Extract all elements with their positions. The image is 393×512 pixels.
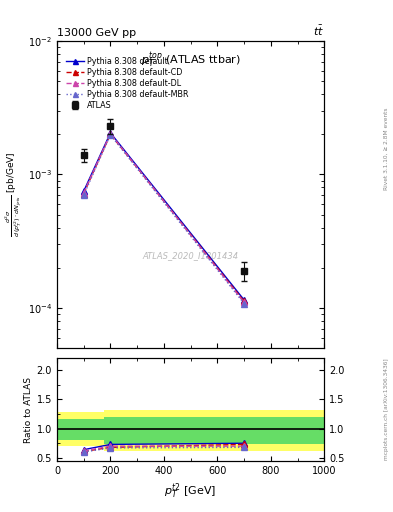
Pythia 8.308 default-MBR <box>81 192 86 198</box>
Text: $p_T^{top}$ (ATLAS ttbar): $p_T^{top}$ (ATLAS ttbar) <box>141 50 241 70</box>
Pythia 8.308 default <box>242 297 246 303</box>
Text: mcplots.cern.ch [arXiv:1306.3436]: mcplots.cern.ch [arXiv:1306.3436] <box>384 359 389 460</box>
Text: 13000 GeV pp: 13000 GeV pp <box>57 28 136 38</box>
Text: ATLAS_2020_I1801434: ATLAS_2020_I1801434 <box>143 251 239 261</box>
Pythia 8.308 default-MBR <box>108 132 113 138</box>
Text: Rivet 3.1.10, ≥ 2.8M events: Rivet 3.1.10, ≥ 2.8M events <box>384 107 389 190</box>
Pythia 8.308 default-DL <box>81 189 86 196</box>
Pythia 8.308 default-CD <box>242 298 246 305</box>
Line: Pythia 8.308 default-MBR: Pythia 8.308 default-MBR <box>81 132 247 306</box>
Pythia 8.308 default <box>81 188 86 194</box>
Line: Pythia 8.308 default-DL: Pythia 8.308 default-DL <box>81 131 247 305</box>
Pythia 8.308 default-DL <box>108 131 113 137</box>
Line: Pythia 8.308 default: Pythia 8.308 default <box>81 130 247 303</box>
Y-axis label: Ratio to ATLAS: Ratio to ATLAS <box>24 377 33 442</box>
Legend: Pythia 8.308 default, Pythia 8.308 default-CD, Pythia 8.308 default-DL, Pythia 8: Pythia 8.308 default, Pythia 8.308 defau… <box>64 54 191 112</box>
Pythia 8.308 default-CD <box>108 131 113 137</box>
Pythia 8.308 default-DL <box>242 300 246 306</box>
Pythia 8.308 default-CD <box>81 190 86 197</box>
Text: $t\bar{t}$: $t\bar{t}$ <box>313 24 324 38</box>
Y-axis label: $\frac{d^2\sigma}{d\,(p_T^{t2})\cdot d N_{jets}}$ [pb/GeV]: $\frac{d^2\sigma}{d\,(p_T^{t2})\cdot d N… <box>3 152 24 238</box>
X-axis label: $p_T^{t2}$ [GeV]: $p_T^{t2}$ [GeV] <box>164 481 217 501</box>
Pythia 8.308 default <box>108 130 113 136</box>
Pythia 8.308 default-MBR <box>242 301 246 307</box>
Line: Pythia 8.308 default-CD: Pythia 8.308 default-CD <box>81 132 247 304</box>
